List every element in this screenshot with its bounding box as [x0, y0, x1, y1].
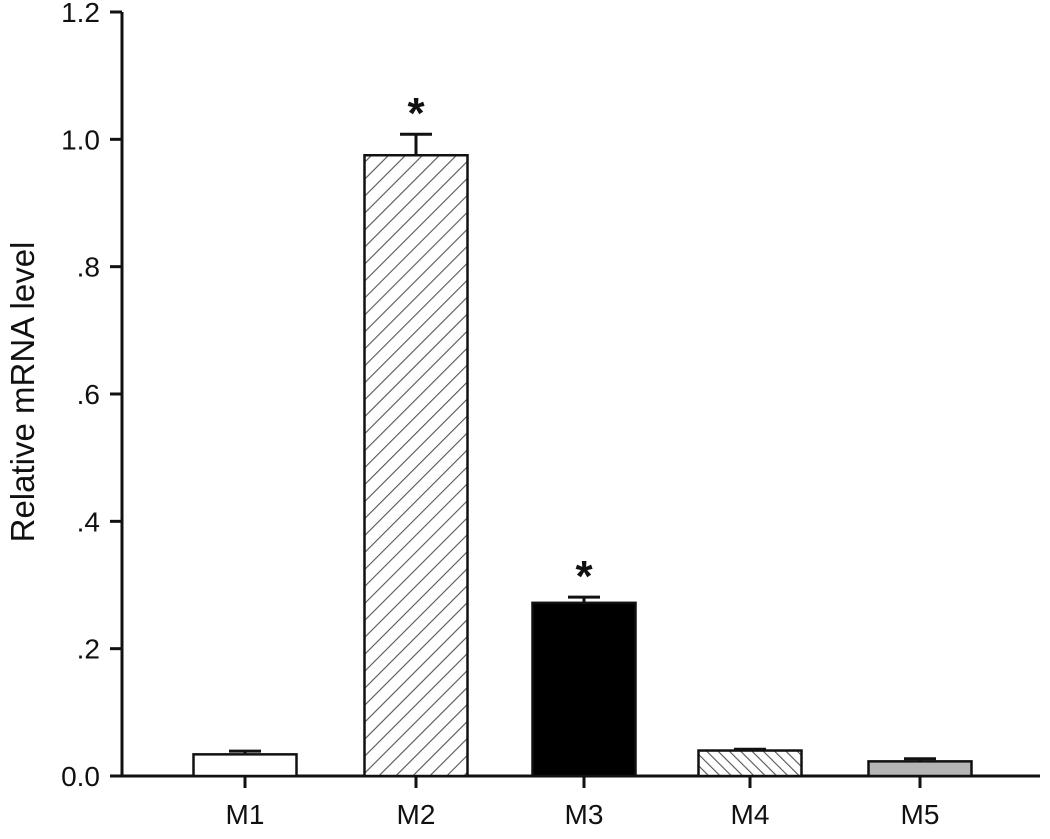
x-tick-label-2: M3	[565, 799, 604, 830]
x-tick-label-3: M4	[731, 799, 770, 830]
y-tick-label-6: 1.2	[61, 0, 100, 28]
y-tick-label-4: .8	[77, 252, 100, 283]
significance-mark-1: *	[407, 89, 425, 138]
y-tick-label-1: .2	[77, 634, 100, 665]
plot-area: 0.0 .2 .4 .6 .8 1.0 1.2 M1 M2 * M3 * M4 M5	[61, 0, 1040, 830]
y-axis-title: Relative mRNA level	[4, 242, 41, 543]
significance-mark-2: *	[575, 552, 593, 601]
bar-M1	[192, 753, 298, 778]
y-tick-label-5: 1.0	[61, 124, 100, 155]
y-tick-label-3: .6	[77, 379, 100, 410]
bar-M3	[531, 601, 637, 778]
x-tick-label-4: M5	[901, 799, 940, 830]
x-tick-label-0: M1	[226, 799, 265, 830]
bar-M5	[867, 760, 973, 778]
x-tick-label-1: M2	[397, 799, 436, 830]
bar-M2	[363, 154, 469, 778]
y-tick-label-2: .4	[77, 506, 100, 537]
y-tick-label-0: 0.0	[61, 761, 100, 792]
bar-M4	[697, 749, 803, 778]
